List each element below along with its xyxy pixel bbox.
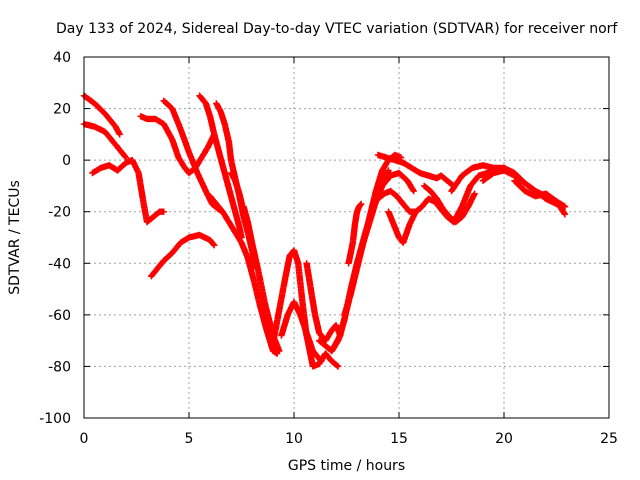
series-track-3 [89, 156, 167, 226]
y-tick-label: 0 [62, 153, 71, 169]
series-track-7 [196, 92, 245, 241]
x-tick-label: 5 [185, 431, 194, 447]
x-axis-label: GPS time / hours [288, 458, 405, 474]
y-tick-label: 40 [53, 50, 71, 66]
x-tick-label: 10 [285, 431, 303, 447]
series-track-23 [421, 182, 478, 226]
x-tick-label: 15 [390, 431, 408, 447]
data-marker-track [137, 113, 218, 177]
data-marker-track [148, 231, 218, 280]
data-marker-track [385, 208, 419, 246]
data-marker-track [297, 306, 342, 370]
y-tick-label: 20 [53, 102, 71, 118]
data-marker-track [89, 156, 167, 226]
series-track-14 [297, 306, 342, 370]
series-track-20 [374, 151, 457, 190]
y-tick-label: -60 [48, 308, 71, 324]
x-tick-label: 20 [495, 431, 513, 447]
plot-frame [83, 56, 610, 419]
data-points [80, 92, 569, 370]
data-marker-track [160, 97, 226, 215]
series-track-5 [160, 97, 226, 215]
chart-title: Day 133 of 2024, Sidereal Day-to-day VTE… [56, 21, 618, 37]
data-marker-track [511, 177, 569, 218]
x-tick-label: 0 [80, 431, 89, 447]
series-track-18 [341, 151, 405, 319]
y-tick-label: -100 [39, 411, 71, 427]
series-track-19 [345, 200, 365, 267]
x-tick-label: 25 [600, 431, 618, 447]
y-axis-label: SDTVAR / TECUs [7, 180, 23, 295]
data-marker-track [303, 260, 344, 344]
data-marker-track [421, 182, 478, 226]
data-marker-track [196, 92, 245, 241]
data-marker-track [374, 151, 457, 190]
series-track-26 [511, 177, 569, 218]
y-tick-label: -40 [48, 256, 71, 272]
series-track-15 [303, 260, 344, 344]
data-marker-track [341, 151, 405, 319]
data-marker-track [206, 193, 281, 357]
data-marker-track [345, 200, 365, 267]
series-track-21 [385, 208, 419, 246]
axes: 0 5 10 15 20 25 -100 -80 -60 -40 -20 0 20 40 [39, 50, 618, 447]
y-tick-label: -20 [48, 205, 71, 221]
y-tick-label: -80 [48, 359, 71, 375]
series-track-4 [137, 113, 218, 177]
series-track-6 [148, 231, 218, 280]
series-track-9 [206, 193, 281, 357]
